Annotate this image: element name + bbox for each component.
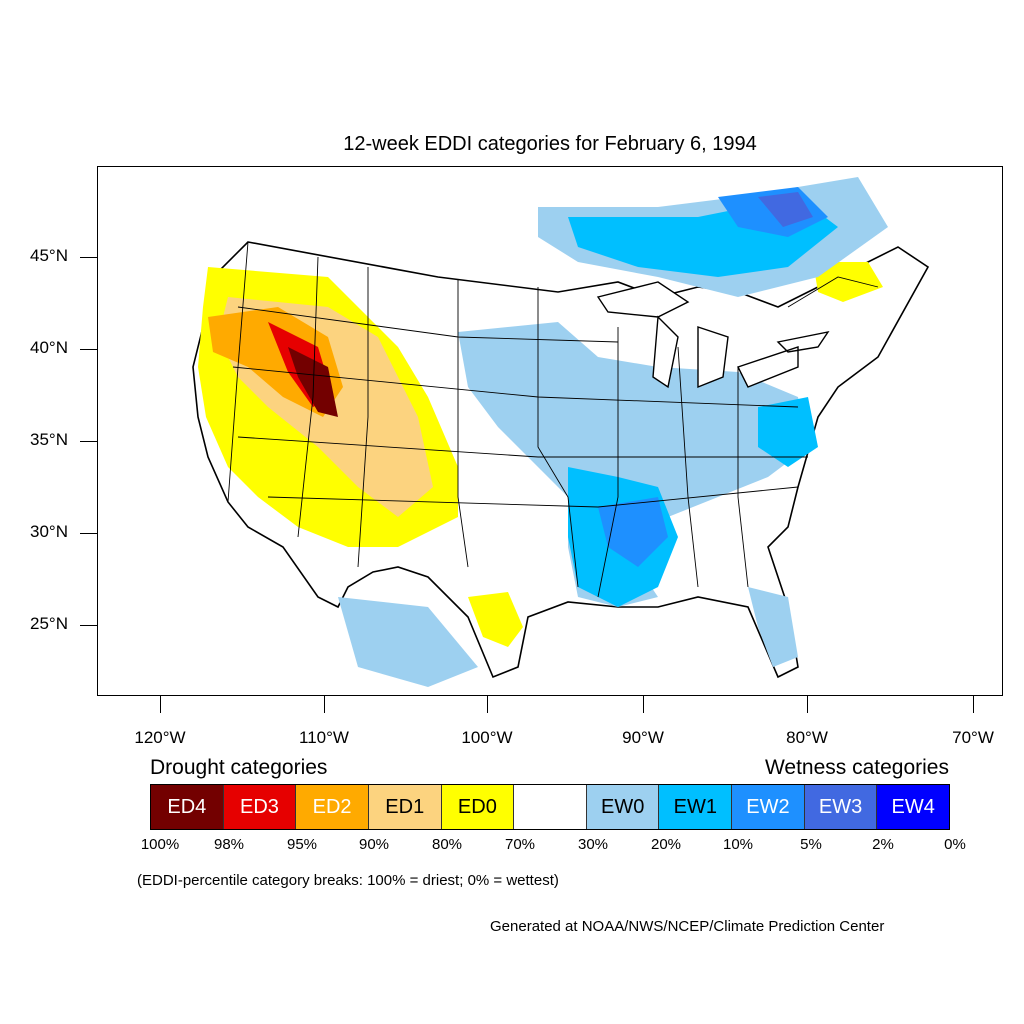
lon-label-120: 120°W xyxy=(134,728,186,747)
legend-swatch-ew2: EW2 xyxy=(732,785,805,829)
lat-label-35: 35°N xyxy=(30,430,68,449)
break-label: 30% xyxy=(577,836,609,853)
legend-swatch-ew1: EW1 xyxy=(659,785,733,829)
lat-label-25: 25°N xyxy=(30,614,68,633)
legend-label: EW0 xyxy=(600,795,645,818)
break-label: 95% xyxy=(286,836,318,853)
break-label: 2% xyxy=(872,836,894,853)
legend-swatch-ed3: ED3 xyxy=(223,785,297,829)
legend-label: ED1 xyxy=(385,795,425,818)
lat-tick xyxy=(80,441,97,442)
legend-swatch-ed4: ED4 xyxy=(151,785,224,829)
legend-colorbar: ED4 ED3 ED2 ED1 ED0 EW0 EW1 EW2 EW3 EW4 xyxy=(150,784,950,830)
lat-tick xyxy=(80,533,97,534)
ew0-region-fl xyxy=(748,587,798,667)
legend-label: EW3 xyxy=(818,795,863,818)
break-label: 90% xyxy=(358,836,390,853)
category-note: (EDDI-percentile category breaks: 100% =… xyxy=(137,872,559,889)
lon-tick xyxy=(807,696,808,713)
lon-tick xyxy=(973,696,974,713)
legend-label: ED4 xyxy=(167,795,207,818)
legend-label: EW2 xyxy=(746,795,790,818)
legend-label: EW1 xyxy=(673,795,717,818)
wetness-categories-title: Wetness categories xyxy=(764,756,949,779)
ew0-region-sw xyxy=(338,597,478,687)
lon-label-90: 90°W xyxy=(622,728,664,747)
lat-label-45: 45°N xyxy=(30,246,68,265)
lat-tick xyxy=(80,625,97,626)
legend-label: ED0 xyxy=(457,795,497,818)
legend-swatch-ew4: EW4 xyxy=(877,785,950,829)
ew1-region-east xyxy=(758,397,818,467)
ed4-region xyxy=(288,347,338,417)
legend-swatch-ed2: ED2 xyxy=(296,785,369,829)
lon-label-100: 100°W xyxy=(461,728,513,747)
drought-categories-title: Drought categories xyxy=(150,756,328,779)
break-label: 70% xyxy=(504,836,536,853)
break-label: 100% xyxy=(140,836,180,853)
legend-swatch-ed0: ED0 xyxy=(441,785,515,829)
ew0-region-central xyxy=(458,322,808,607)
break-label: 0% xyxy=(944,836,966,853)
break-label: 80% xyxy=(431,836,463,853)
map-title: 12-week EDDI categories for February 6, … xyxy=(343,133,757,155)
lon-tick xyxy=(324,696,325,713)
ew2-region xyxy=(598,497,668,567)
ed0-region-texas xyxy=(468,592,523,647)
break-label: 98% xyxy=(213,836,245,853)
lon-tick xyxy=(487,696,488,713)
lon-tick xyxy=(160,696,161,713)
lon-tick xyxy=(643,696,644,713)
lon-label-70: 70°W xyxy=(952,728,994,747)
legend-label: ED2 xyxy=(312,795,352,818)
legend-swatch-neutral xyxy=(514,785,587,829)
legend-label: ED3 xyxy=(240,795,279,818)
great-lakes xyxy=(596,281,830,389)
lat-label-30: 30°N xyxy=(30,522,68,541)
lat-tick xyxy=(80,349,97,350)
break-label: 20% xyxy=(650,836,682,853)
map-panel xyxy=(97,166,1003,696)
legend-swatch-ed1: ED1 xyxy=(368,785,442,829)
legend-swatch-ew3: EW3 xyxy=(804,785,878,829)
lat-label-40: 40°N xyxy=(30,338,68,357)
ew3-region xyxy=(758,192,813,227)
break-label: 5% xyxy=(800,836,822,853)
lon-label-110: 110°W xyxy=(299,728,349,747)
eddi-map xyxy=(192,177,930,687)
lat-tick xyxy=(80,257,97,258)
lon-label-80: 80°W xyxy=(786,728,828,747)
legend-swatch-ew0: EW0 xyxy=(586,785,660,829)
legend-label: EW4 xyxy=(891,795,935,818)
state-boundaries xyxy=(227,241,879,598)
credit-text: Generated at NOAA/NWS/NCEP/Climate Predi… xyxy=(490,918,885,935)
break-label: 10% xyxy=(722,836,754,853)
ed0-region-ne xyxy=(813,262,883,302)
